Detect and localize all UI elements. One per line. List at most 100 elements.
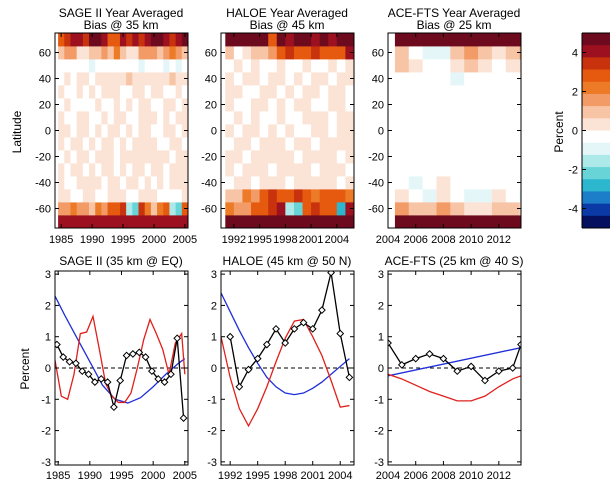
- heatmap-cell: [491, 176, 507, 190]
- heatmap-cell: [132, 215, 139, 228]
- heatmap-cell: [126, 215, 133, 228]
- heatmap-cell: [505, 176, 521, 190]
- heatmap-cell: [157, 137, 164, 151]
- data-point-marker: [317, 306, 326, 315]
- heatmap-cell: [478, 33, 493, 47]
- x-tick-label: 2010: [459, 234, 483, 246]
- heatmap-cell: [119, 59, 127, 73]
- heatmap-cell: [519, 189, 521, 203]
- heatmap-cell: [259, 72, 269, 86]
- y-tick-label: -60: [368, 204, 384, 216]
- heatmap-cell: [345, 189, 354, 203]
- heatmap-cell: [464, 189, 479, 203]
- data-point-marker: [166, 370, 175, 379]
- data-point-marker: [308, 324, 317, 333]
- heatmap-cell: [505, 150, 521, 164]
- heatmap-cell: [138, 59, 146, 73]
- heatmap-cell: [408, 163, 424, 177]
- heatmap-cell: [225, 33, 235, 47]
- heatmap-cell: [175, 72, 183, 86]
- heatmap-cell: [478, 85, 493, 99]
- heatmap-cell: [89, 33, 96, 47]
- heatmap-cell: [464, 215, 479, 228]
- heatmap-cell: [422, 150, 437, 164]
- heatmap-cell: [64, 124, 71, 138]
- heatmap-cell: [157, 33, 164, 47]
- heatmap-cell: [422, 98, 437, 112]
- heatmap-cell: [70, 72, 78, 86]
- colorbar-tick-label: -2: [568, 165, 578, 177]
- y-tick-label: 0: [211, 363, 217, 375]
- heatmap-cell: [285, 176, 295, 190]
- heatmap-cell: [157, 59, 164, 73]
- heatmap-cell: [268, 137, 278, 151]
- heatmap-cell: [422, 137, 437, 151]
- x-tick-label: 2000: [141, 470, 165, 482]
- heatmap-cell: [107, 163, 115, 177]
- heatmap-cell: [119, 33, 127, 47]
- x-tick-label: 1998: [273, 234, 297, 246]
- heatmap-cell: [408, 46, 424, 60]
- heatmap-cell: [505, 202, 521, 216]
- heatmap-cell: [126, 85, 133, 99]
- heatmap-cell: [436, 72, 451, 86]
- heatmap-cell: [491, 59, 507, 73]
- colorbar-swatch: [582, 167, 610, 180]
- heatmap-cell: [422, 33, 437, 47]
- colorbar-label: Percent: [552, 111, 566, 153]
- heatmap-cell: [276, 176, 286, 190]
- plot-area: [221, 271, 354, 428]
- heatmap-cell: [138, 72, 146, 86]
- heatmap-cell: [175, 46, 183, 60]
- y-tick-label: -1: [41, 394, 51, 406]
- heatmap-title-haloe: HALOE Year Averaged: [226, 6, 348, 20]
- heatmap-cell: [157, 72, 164, 86]
- heatmap-cell: [293, 33, 303, 47]
- heatmap-cell: [169, 85, 177, 99]
- heatmap-cell: [464, 124, 479, 138]
- heatmap-cell: [70, 137, 78, 151]
- data-point-marker: [147, 367, 156, 376]
- data-point-marker: [467, 362, 476, 371]
- heatmap-cell: [119, 202, 127, 216]
- heatmap-ace: 2004 2006 2008 2010 2012 60 40 20 0 -20 -40 -60: [368, 32, 522, 246]
- heatmap-cell: [169, 176, 177, 190]
- heatmap-cell: [242, 124, 252, 138]
- heatmap-cell: [150, 150, 158, 164]
- y-tick-label: -3: [374, 457, 384, 469]
- x-tick-label: 1992: [218, 470, 242, 482]
- data-point-marker: [141, 353, 150, 361]
- heatmap-cell: [408, 150, 424, 164]
- heatmap-cell: [311, 85, 321, 99]
- heatmap-cell: [293, 163, 303, 177]
- heatmap-cell: [259, 189, 269, 203]
- x-tick-label: 2000: [142, 234, 166, 246]
- heatmap-cell: [64, 46, 71, 60]
- heatmap-cell: [394, 202, 410, 216]
- heatmap-cell: [107, 46, 115, 60]
- heatmap-cell: [450, 150, 465, 164]
- line-plot-haloe: 1992 1995 1998 2001 2004 3 2 1 0 -1 -2 -3: [207, 269, 355, 482]
- y-tick-label: 20: [205, 100, 217, 112]
- data-point-marker: [78, 367, 87, 376]
- y-tick-label: 0: [211, 126, 217, 138]
- colorbar-swatch: [582, 81, 610, 95]
- heatmap-cell: [328, 176, 338, 190]
- heatmap-cell: [276, 72, 286, 86]
- heatmap-cell: [76, 202, 84, 216]
- heatmap-cell: [394, 72, 410, 86]
- heatmap-cell: [82, 85, 90, 99]
- heatmap-cell: [157, 163, 164, 177]
- heatmap-cell: [436, 189, 451, 203]
- heatmap-cell: [268, 33, 278, 47]
- heatmap-cell: [394, 163, 410, 177]
- plot-area: [388, 339, 521, 402]
- heatmap-cell: [408, 215, 424, 228]
- heatmap-cell: [169, 189, 177, 203]
- y-tick-label: 40: [205, 74, 217, 86]
- heatmap-cell: [311, 111, 321, 125]
- heatmap-cell: [157, 46, 164, 60]
- data-point-marker: [235, 382, 244, 391]
- heatmap-cell: [242, 98, 252, 112]
- heatmap-cell: [119, 72, 127, 86]
